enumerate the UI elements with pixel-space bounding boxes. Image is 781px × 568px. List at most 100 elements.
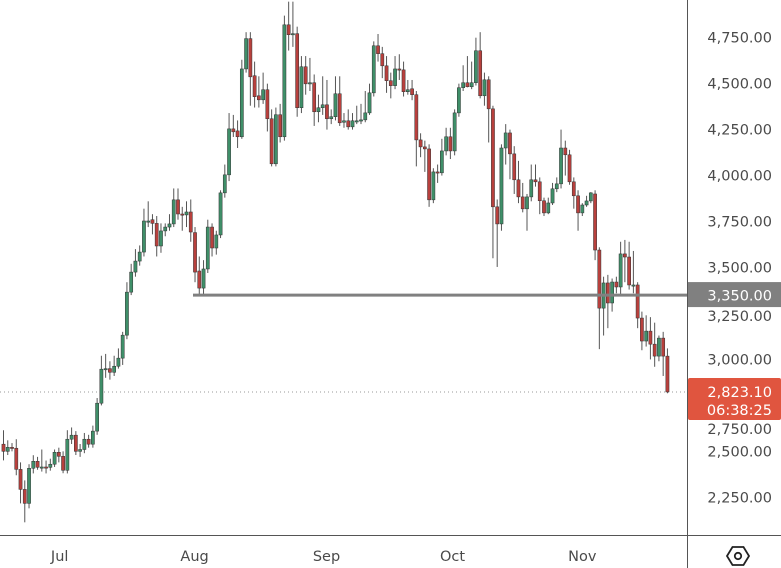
candle: [171, 188, 176, 228]
candle: [542, 197, 546, 217]
candle-body-up: [184, 211, 189, 216]
candle: [588, 192, 593, 204]
candle: [363, 91, 368, 123]
candle: [571, 177, 576, 209]
candle: [397, 54, 402, 80]
candle-body-down: [401, 69, 406, 92]
candle: [661, 331, 666, 376]
candle-body-down: [252, 75, 257, 97]
plot-area[interactable]: [0, 1, 687, 523]
candle: [278, 103, 282, 143]
candle-body-up: [474, 50, 478, 83]
price-tick-label: 4,500.00: [707, 77, 772, 93]
candle: [14, 439, 19, 476]
candle-body-down: [486, 79, 491, 110]
candle-body-down: [491, 108, 495, 208]
candle-body-up: [499, 147, 504, 225]
candle-body-down: [563, 147, 568, 156]
candle-body-up: [78, 449, 82, 452]
candle: [465, 56, 470, 88]
candle: [295, 26, 300, 117]
candle-body-up: [142, 220, 146, 253]
candle-body-up: [503, 132, 508, 149]
candle: [150, 214, 155, 235]
candle-body-up: [320, 104, 325, 108]
candle: [48, 458, 53, 471]
candle-body-up: [657, 337, 661, 357]
last-price-badge-bg: [688, 377, 781, 420]
candle: [222, 164, 227, 198]
candle: [652, 322, 657, 367]
level-badge-label: 3,350.00: [707, 289, 772, 305]
candle: [376, 34, 380, 62]
candle-body-down: [414, 94, 419, 141]
candle: [452, 109, 457, 156]
candle: [39, 449, 44, 472]
candle: [350, 113, 355, 130]
candle: [665, 348, 670, 394]
candle-body-up: [316, 107, 321, 113]
settings-hexagon-icon[interactable]: [725, 546, 751, 566]
price-axis[interactable]: 2,250.00 2,500.00 2,750.00 3,000.00 3,250.00…: [707, 0, 772, 506]
candle: [593, 190, 597, 261]
candle: [82, 432, 87, 454]
candle-body-down: [427, 148, 431, 201]
candle: [410, 79, 414, 101]
candle-body-down: [337, 93, 342, 124]
hexagon-center: [733, 551, 743, 561]
candle: [184, 201, 189, 228]
candle: [312, 74, 317, 126]
candle-body-down: [533, 179, 538, 183]
level-price-badge: 3,350.00: [688, 282, 781, 308]
candle-body-down: [269, 118, 274, 165]
candle: [346, 109, 351, 130]
candle: [167, 214, 172, 231]
candle-body-down: [606, 282, 610, 304]
candle: [563, 140, 568, 176]
candle-body-up: [405, 89, 410, 92]
candle: [644, 315, 649, 347]
candle-body-down: [418, 139, 423, 148]
candle: [78, 443, 82, 457]
candle-body-down: [384, 65, 389, 81]
candle: [265, 83, 270, 132]
candle-body-up: [167, 223, 172, 228]
candle: [440, 138, 444, 176]
candle-body-down: [197, 270, 202, 289]
candle-body-down: [478, 50, 483, 97]
candle: [422, 140, 427, 172]
candle: [414, 91, 419, 167]
candle-body-up: [550, 188, 555, 204]
candle: [154, 216, 159, 257]
candle: [91, 425, 95, 448]
candle: [597, 247, 602, 350]
candle: [354, 105, 359, 125]
candle: [533, 164, 538, 187]
candle: [495, 199, 500, 267]
price-tick-label: 3,500.00: [707, 261, 772, 277]
candle: [554, 177, 559, 193]
candle-body-up: [610, 281, 614, 304]
candle: [69, 427, 74, 444]
candle-body-down: [627, 256, 631, 286]
candle-body-down: [410, 88, 414, 95]
candle-body-down: [376, 45, 380, 54]
candle: [129, 263, 134, 296]
time-axis[interactable]: Jul Aug Sep Oct Nov: [50, 549, 597, 565]
candle: [261, 72, 265, 104]
candle-body-down: [235, 130, 240, 138]
candle-body-down: [10, 447, 14, 449]
candle-body-down: [635, 284, 640, 319]
candle: [193, 227, 197, 283]
price-tick-label: 4,750.00: [707, 31, 772, 47]
candle: [567, 149, 572, 185]
candle-body-down: [18, 469, 23, 490]
candle-body-up: [559, 147, 563, 185]
candle: [537, 177, 542, 215]
candle-body-down: [512, 153, 517, 181]
candle: [214, 230, 219, 255]
candle-body-down: [14, 447, 19, 470]
candle-body-up: [133, 260, 138, 273]
candle: [18, 462, 23, 504]
